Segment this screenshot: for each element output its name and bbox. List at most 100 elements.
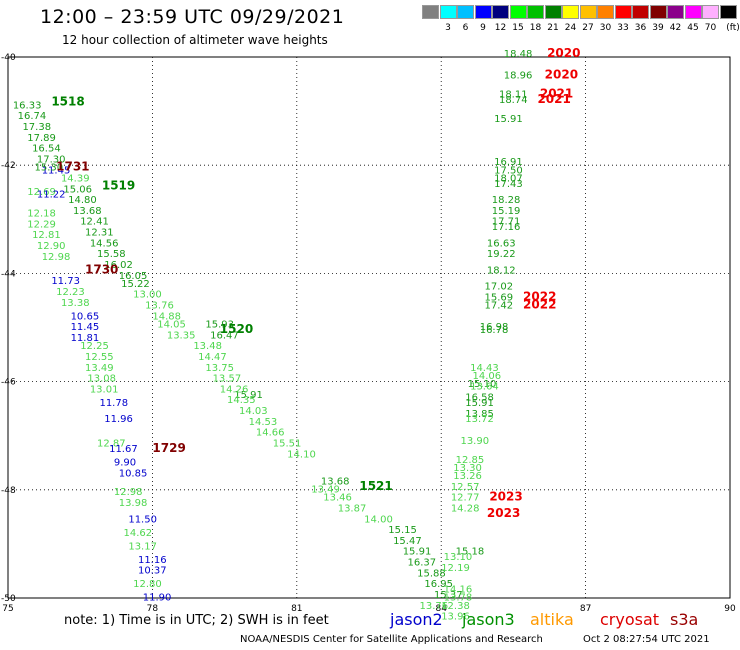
legend-swatch xyxy=(702,5,719,19)
wave-height-label: 12.18 xyxy=(27,209,56,220)
track-number-label: 2023 xyxy=(489,490,522,504)
wave-height-label: 15.88 xyxy=(417,568,446,579)
wave-height-label: 14.43 xyxy=(470,363,499,374)
wave-height-label: 12.38 xyxy=(441,601,470,612)
wave-height-label: 17.42 xyxy=(485,301,514,312)
wave-height-label: 12.80 xyxy=(133,579,162,590)
satellite-jason2-label: jason2 xyxy=(390,610,443,629)
wave-height-label: 13.01 xyxy=(90,384,119,395)
wave-height-label: 12.85 xyxy=(456,455,485,466)
legend-swatch-label: 6 xyxy=(462,23,469,33)
wave-height-label: 14.53 xyxy=(249,417,278,428)
chart-title: 12:00 – 23:59 UTC 09/29/2021 xyxy=(40,6,345,28)
wave-height-label: 15.91 xyxy=(403,547,432,558)
track-number-label: 1730 xyxy=(85,262,118,276)
legend-swatch xyxy=(632,5,649,19)
y-tick-label: -40 xyxy=(1,53,16,63)
wave-height-label: 13.26 xyxy=(453,471,482,482)
wave-height-label: 18.07 xyxy=(494,173,523,184)
wave-height-label: 11.73 xyxy=(51,276,80,287)
wave-height-label: 12.81 xyxy=(32,230,61,241)
track-number-label: 2022 xyxy=(523,298,556,312)
wave-height-label: 13.75 xyxy=(205,363,234,374)
legend-swatch xyxy=(579,5,597,19)
wave-height-label: 11.50 xyxy=(128,514,157,525)
legend-swatch xyxy=(474,5,492,19)
wave-height-label: 12.25 xyxy=(80,341,109,352)
wave-height-label: 15.47 xyxy=(393,536,422,547)
wave-height-label: 11.96 xyxy=(104,414,133,425)
x-tick-label: 75 xyxy=(2,604,13,614)
wave-height-label: 14.80 xyxy=(68,195,97,206)
track-number-label: 1520 xyxy=(220,322,253,336)
wave-height-label: 16.33 xyxy=(13,100,42,111)
wave-height-label: 17.89 xyxy=(27,133,56,144)
legend-swatch-label: 18 xyxy=(529,23,542,33)
legend-swatch-label: 33 xyxy=(617,23,629,33)
wave-height-label: 14.16 xyxy=(444,585,473,596)
wave-height-label: 12.29 xyxy=(27,219,56,230)
legend-swatch xyxy=(492,5,509,19)
wave-height-label: 13.46 xyxy=(323,493,352,504)
wave-height-label: 13.49 xyxy=(311,485,340,496)
wave-height-label: 11.45 xyxy=(71,322,100,333)
plot-frame xyxy=(7,56,731,599)
wave-height-label: 15.51 xyxy=(273,439,302,450)
legend-swatch xyxy=(439,5,457,19)
x-tick-label: 78 xyxy=(147,604,159,614)
wave-height-label: 12.57 xyxy=(451,482,480,493)
wave-height-label: 13.10 xyxy=(444,552,473,563)
wave-height-label: 13.38 xyxy=(61,298,90,309)
wave-height-label: 13.35 xyxy=(167,330,196,341)
wave-height-label: 13.96 xyxy=(441,612,470,623)
wave-height-label: 18.11 xyxy=(499,90,528,101)
y-tick-label: -44 xyxy=(1,269,16,279)
wave-height-label: 12.19 xyxy=(441,563,470,574)
wave-height-label: 18.28 xyxy=(492,195,521,206)
wave-height-label: 12.87 xyxy=(97,439,126,450)
x-tick-label: 81 xyxy=(291,604,302,614)
wave-height-label: 14.28 xyxy=(451,503,480,514)
legend-swatch-label: 24 xyxy=(564,23,577,33)
wave-height-label: 15.91 xyxy=(234,390,263,401)
wave-height-label: 14.10 xyxy=(287,449,316,460)
track-number-label: 2021 xyxy=(540,87,573,101)
wave-height-label: 13.48 xyxy=(193,341,222,352)
track-number-label: 2021 xyxy=(537,92,570,106)
wave-height-label: 16.91 xyxy=(494,157,523,168)
wave-height-label: 13.64 xyxy=(470,382,499,393)
satellite-cryosat-label: cryosat xyxy=(600,610,660,629)
wave-height-label: 12.31 xyxy=(85,228,114,239)
wave-height-label: 11.78 xyxy=(99,398,128,409)
wave-height-label: 18.96 xyxy=(504,71,533,82)
wave-height-label: 15.06 xyxy=(63,184,92,195)
track-number-label: 1729 xyxy=(152,441,185,455)
legend-swatch xyxy=(457,5,474,19)
wave-height-label: 16.78 xyxy=(480,325,509,336)
wave-height-label: 14.00 xyxy=(364,514,393,525)
wave-height-label: 13.90 xyxy=(460,436,489,447)
wave-height-label: 13.57 xyxy=(213,374,242,385)
wave-height-label: 14.56 xyxy=(90,238,119,249)
wave-height-label: 13.49 xyxy=(85,363,114,374)
wave-height-label: 13.85 xyxy=(465,409,494,420)
legend-swatch xyxy=(614,5,632,19)
wave-height-label: 16.54 xyxy=(32,144,61,155)
wave-height-label: 13.78 xyxy=(444,593,473,604)
wave-height-label: 16.74 xyxy=(18,111,47,122)
wave-height-label: 12.69 xyxy=(27,187,56,198)
track-number-label: 1519 xyxy=(102,179,135,193)
wave-height-label: 16.63 xyxy=(487,238,516,249)
satellite-s3a-label: s3a xyxy=(670,610,699,629)
wave-height-label: 10.85 xyxy=(119,468,148,479)
track-number-label: 2023 xyxy=(487,506,520,520)
wave-height-label: 14.47 xyxy=(198,352,227,363)
wave-height-label: 17.16 xyxy=(492,222,521,233)
wave-height-label: 14.26 xyxy=(220,384,249,395)
legend-swatch-label: 15 xyxy=(512,23,524,33)
satellite-altika-label: altika xyxy=(530,610,574,629)
x-tick-label: 90 xyxy=(724,604,736,614)
wave-height-label: 18.48 xyxy=(504,49,533,60)
wave-height-label: 12.98 xyxy=(42,252,71,263)
